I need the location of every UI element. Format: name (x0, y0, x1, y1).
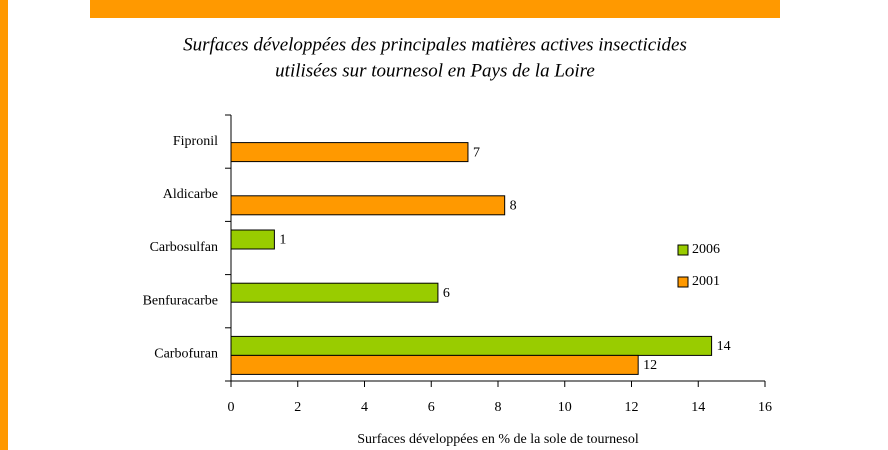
x-tick-label: 2 (294, 400, 301, 415)
data-label: 8 (510, 199, 517, 214)
x-tick-label: 16 (758, 400, 772, 415)
data-label: 14 (717, 339, 731, 354)
bar (230, 142, 469, 163)
x-tick-label: 10 (558, 400, 572, 415)
bar (230, 195, 506, 216)
data-label: 6 (443, 286, 450, 301)
data-label: 12 (643, 358, 657, 373)
bar (230, 229, 275, 250)
y-tick-label: Fipronil (173, 134, 218, 149)
bar (230, 354, 639, 375)
data-label: 7 (473, 145, 480, 160)
bar (230, 282, 439, 303)
chart-title: Surfaces développées des principales mat… (183, 34, 687, 55)
chart-subtitle: utilisées sur tournesol en Pays de la Lo… (275, 60, 595, 81)
x-axis-title: Surfaces développées en % de la sole de … (357, 432, 639, 447)
left-border (0, 0, 8, 450)
legend-label: 2006 (692, 242, 720, 257)
x-tick-label: 0 (228, 400, 235, 415)
legend-label: 2001 (692, 274, 720, 289)
y-tick-label: Aldicarbe (163, 187, 218, 202)
x-tick-label: 4 (361, 400, 368, 415)
header-band (90, 0, 780, 18)
x-tick-label: 8 (495, 400, 502, 415)
legend-swatch (677, 244, 689, 256)
bar (230, 335, 713, 356)
x-tick-label: 6 (428, 400, 435, 415)
y-tick-label: Carbofuran (154, 347, 218, 362)
y-tick-label: Carbosulfan (150, 240, 218, 255)
legend-swatch (677, 276, 689, 288)
x-tick-label: 12 (625, 400, 639, 415)
y-tick-label: Benfuracarbe (143, 293, 218, 308)
data-label: 1 (279, 233, 286, 248)
x-tick-label: 14 (691, 400, 705, 415)
